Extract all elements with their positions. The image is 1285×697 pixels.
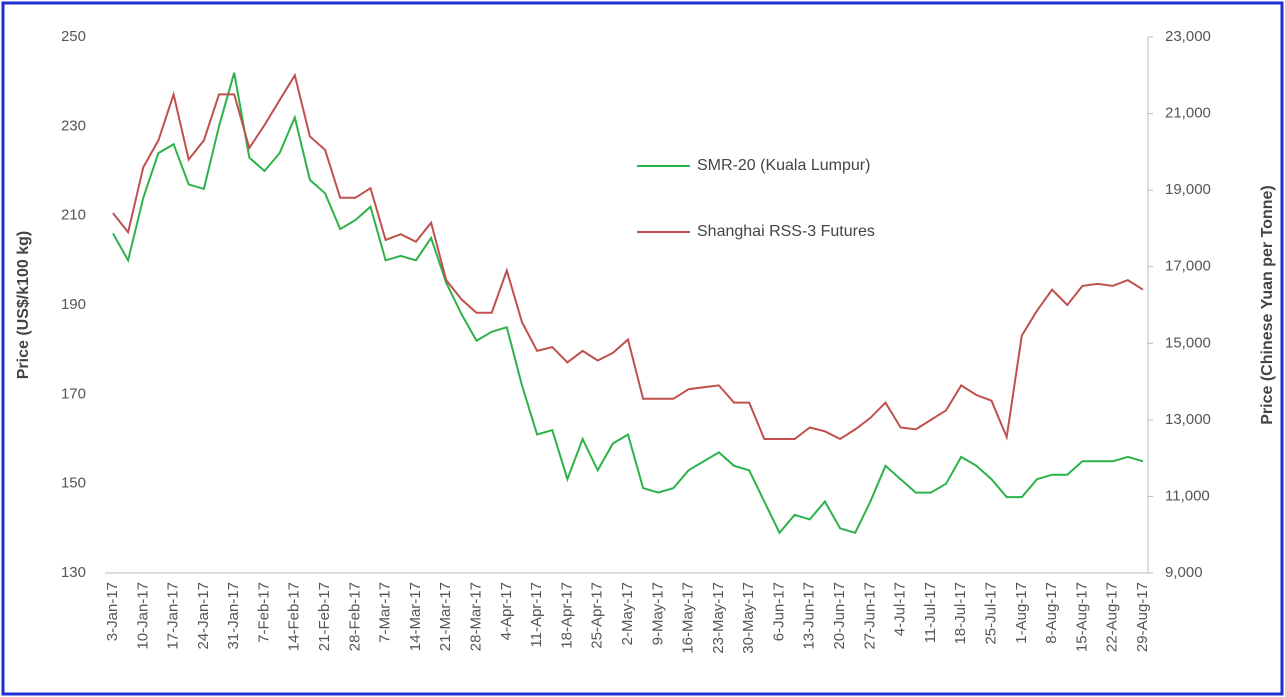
x-tick-label: 27-Jun-17	[861, 582, 878, 650]
y2-tick-label: 17,000	[1165, 258, 1211, 275]
x-tick-label: 1-Aug-17	[1013, 582, 1030, 644]
x-tick-label: 11-Apr-17	[528, 582, 545, 648]
x-tick-label: 7-Mar-17	[377, 582, 394, 643]
y-tick-label: 130	[61, 564, 86, 581]
x-tick-label: 4-Apr-17	[498, 582, 515, 640]
x-tick-label: 4-Jul-17	[892, 582, 909, 636]
x-tick-label: 2-May-17	[619, 582, 636, 645]
x-tick-label: 22-Aug-17	[1104, 582, 1121, 652]
x-tick-label: 11-Jul-17	[922, 582, 939, 643]
x-tick-label: 16-May-17	[680, 582, 697, 654]
y-tick-label: 230	[61, 117, 86, 134]
x-tick-label: 25-Apr-17	[589, 582, 606, 649]
y-tick-label: 210	[61, 207, 86, 224]
x-tick-label: 28-Feb-17	[346, 582, 363, 651]
y-tick-label: 170	[61, 385, 86, 402]
y2-tick-label: 23,000	[1165, 28, 1211, 45]
x-tick-label: 3-Jan-17	[104, 582, 121, 641]
x-tick-label: 21-Mar-17	[437, 582, 454, 651]
x-tick-label: 21-Feb-17	[316, 582, 333, 651]
x-tick-label: 14-Mar-17	[407, 582, 424, 651]
x-tick-label: 10-Jan-17	[134, 582, 151, 650]
x-tick-label: 13-Jun-17	[801, 582, 818, 650]
y2-axis-label: Price (Chinese Yuan per Tonne)	[1259, 185, 1276, 424]
x-tick-label: 7-Feb-17	[255, 582, 272, 643]
series-line	[112, 72, 1144, 535]
y2-tick-label: 19,000	[1165, 181, 1211, 198]
x-tick-label: 17-Jan-17	[165, 582, 182, 650]
x-tick-label: 6-Jun-17	[770, 582, 787, 641]
x-tick-label: 29-Aug-17	[1134, 582, 1151, 652]
x-tick-label: 25-Jul-17	[982, 582, 999, 645]
x-tick-label: 8-Aug-17	[1043, 582, 1060, 644]
y-tick-label: 190	[61, 296, 86, 313]
y2-tick-label: 9,000	[1165, 564, 1203, 581]
x-tick-label: 30-May-17	[740, 582, 757, 654]
y2-tick-label: 21,000	[1165, 105, 1211, 122]
legend-label: Shanghai RSS-3 Futures	[697, 223, 875, 240]
x-tick-label: 23-May-17	[710, 582, 727, 654]
y-tick-label: 150	[61, 475, 86, 492]
y2-tick-label: 15,000	[1165, 334, 1211, 351]
y-axis-label: Price (US$/k100 kg)	[15, 231, 32, 380]
x-tick-label: 18-Apr-17	[558, 582, 575, 649]
x-tick-label: 18-Jul-17	[952, 582, 969, 645]
x-tick-label: 15-Aug-17	[1073, 582, 1090, 652]
series-line	[112, 72, 1144, 441]
x-tick-label: 9-May-17	[649, 582, 666, 645]
x-tick-label: 24-Jan-17	[195, 582, 212, 650]
x-tick-label: 28-Mar-17	[467, 582, 484, 651]
legend-label: SMR-20 (Kuala Lumpur)	[697, 157, 870, 174]
x-tick-label: 31-Jan-17	[225, 582, 242, 650]
y2-tick-label: 11,000	[1165, 487, 1210, 504]
x-tick-label: 14-Feb-17	[286, 582, 303, 651]
y-tick-label: 250	[61, 28, 86, 45]
x-tick-label: 20-Jun-17	[831, 582, 848, 650]
y2-tick-label: 13,000	[1165, 411, 1211, 428]
